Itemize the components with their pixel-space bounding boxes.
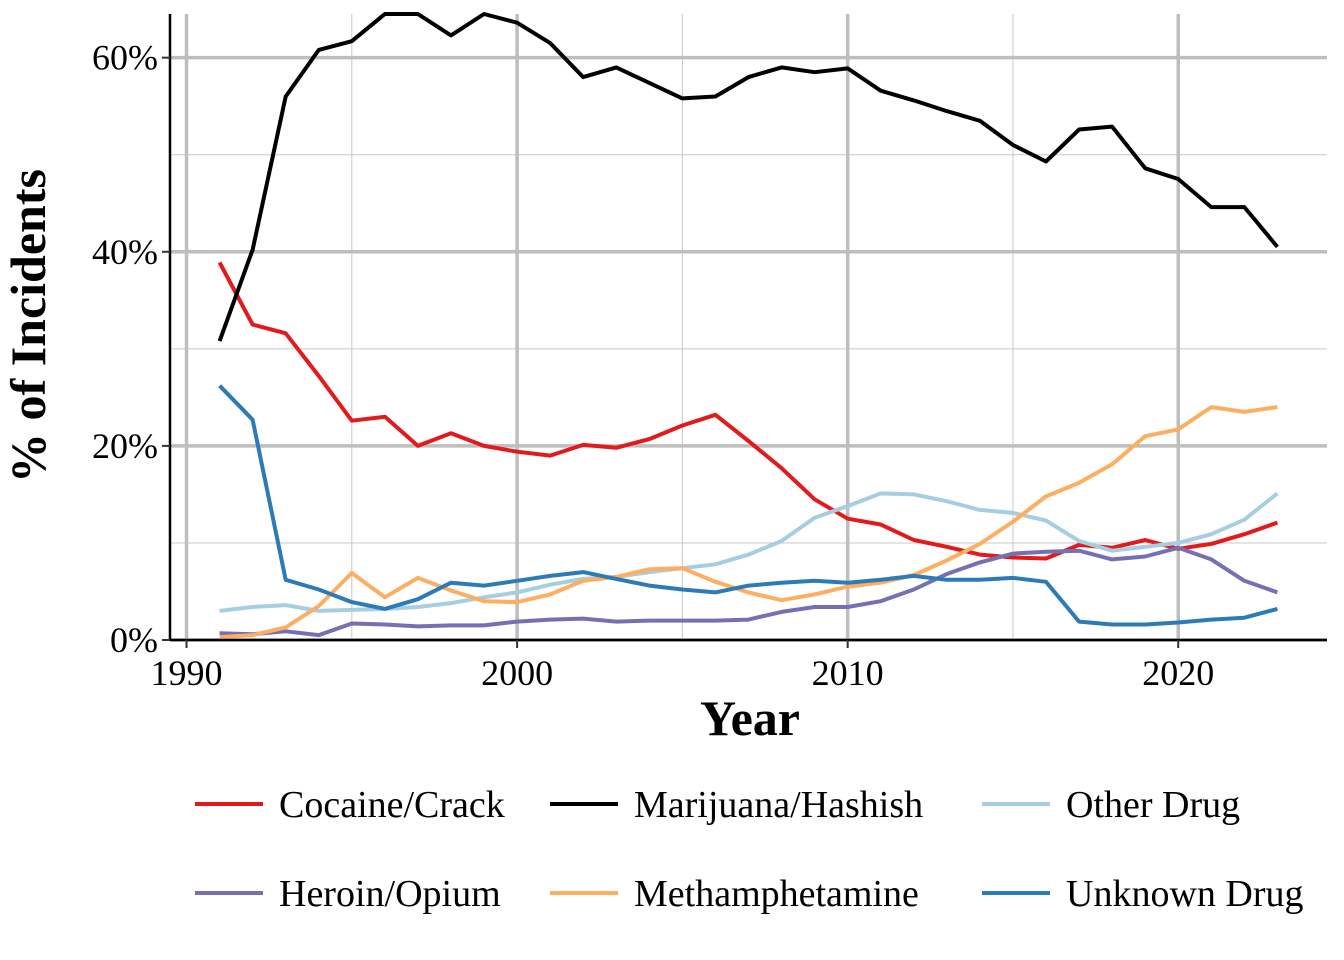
legend-label-other-drug: Other Drug (1066, 784, 1240, 826)
x-tick-label: 2000 (481, 653, 553, 693)
x-tick-label: 1990 (151, 653, 223, 693)
axes (162, 14, 1327, 648)
x-tick-labels: 1990 2000 2010 2020 (151, 653, 1215, 693)
y-tick-label: 0% (110, 620, 158, 660)
legend-label-cocaine-crack: Cocaine/Crack (279, 784, 505, 826)
legend-label-heroin-opium: Heroin/Opium (279, 873, 501, 915)
legend-label-unknown-drug: Unknown Drug (1066, 873, 1303, 915)
y-tick-label: 60% (92, 38, 158, 78)
legend-label-methamphetamine: Methamphetamine (634, 873, 919, 915)
series-line-methamphetamine (219, 405, 1278, 640)
x-axis-title: Year (700, 690, 800, 746)
series-line-other-drug (219, 491, 1279, 613)
x-tick-label: 2010 (812, 653, 884, 693)
y-axis-title: % of Incidents (0, 169, 56, 483)
series-line-marijuana-hashish (217, 12, 1279, 342)
legend-label-marijuana-hashish: Marijuana/Hashish (634, 784, 923, 826)
x-tick-label: 2020 (1142, 653, 1214, 693)
series-line-cocaine-crack (217, 261, 1279, 561)
y-tick-label: 20% (92, 426, 158, 466)
legend: Cocaine/Crack Marijuana/Hashish Other Drug… (195, 784, 1303, 915)
series-line-unknown-drug (218, 384, 1278, 627)
series-lines (217, 12, 1279, 640)
y-tick-labels: 0% 20% 40% 60% (92, 38, 158, 660)
series-line-heroin-opium (219, 545, 1279, 638)
y-tick-label: 40% (92, 232, 158, 272)
